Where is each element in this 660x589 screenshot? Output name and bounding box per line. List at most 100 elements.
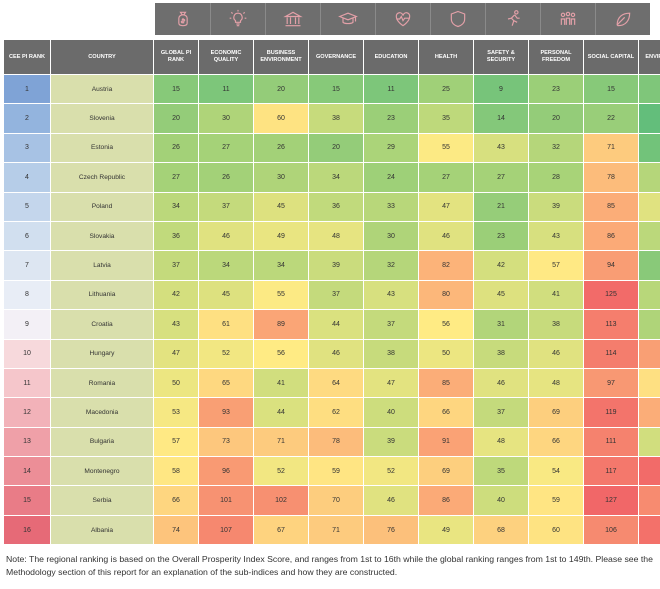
- value-cell: 46: [474, 368, 528, 398]
- heart-pulse-icon: [395, 12, 411, 27]
- value-cell: 46: [639, 192, 660, 221]
- cee-rank-cell: 1: [4, 75, 50, 104]
- value-cell: 125: [639, 457, 660, 486]
- government-building-icon: [283, 11, 303, 27]
- value-cell: 48: [474, 427, 528, 457]
- value-cell: 52: [199, 339, 253, 368]
- value-cell: 46: [199, 221, 253, 251]
- value-cell: 127: [584, 486, 638, 515]
- leaf-icon: [616, 12, 631, 27]
- value-cell: 105: [639, 486, 660, 515]
- value-cell: 78: [584, 163, 638, 192]
- icon-cell-environment: [595, 3, 650, 35]
- cee-rank-cell: 9: [4, 310, 50, 339]
- value-cell: 47: [419, 192, 473, 221]
- value-cell: 34: [199, 251, 253, 280]
- value-cell: 65: [199, 368, 253, 398]
- header-social-capital: SOCIAL CAPITAL: [584, 40, 638, 74]
- prosperity-ranking-table: CEE PI RANK COUNTRY GLOBAL PI RANK ECONO…: [3, 39, 660, 545]
- value-cell: 49: [254, 221, 308, 251]
- pillar-icon-band: [155, 3, 650, 35]
- icon-cell-governance: [265, 3, 320, 35]
- value-cell: 15: [584, 75, 638, 104]
- value-cell: 56: [419, 310, 473, 339]
- value-cell: 74: [154, 515, 198, 545]
- icon-cell-freedom: [485, 3, 540, 35]
- value-cell: 121: [639, 515, 660, 545]
- country-cell: Lithuania: [51, 280, 153, 310]
- value-cell: 31: [474, 310, 528, 339]
- value-cell: 38: [474, 339, 528, 368]
- money-bag-icon: [177, 11, 188, 27]
- value-cell: 59: [529, 486, 583, 515]
- cee-rank-cell: 13: [4, 427, 50, 457]
- value-cell: 78: [309, 427, 363, 457]
- value-cell: 37: [364, 310, 418, 339]
- icon-cell-safety: [430, 3, 485, 35]
- value-cell: 66: [154, 486, 198, 515]
- value-cell: 71: [254, 427, 308, 457]
- value-cell: 50: [419, 339, 473, 368]
- header-business-environment: BUSINESS ENVIRONMENT: [254, 40, 308, 74]
- table-row: 9Croatia436189443756313811330: [4, 310, 660, 339]
- value-cell: 60: [529, 515, 583, 545]
- value-cell: 11: [364, 75, 418, 104]
- value-cell: 57: [529, 251, 583, 280]
- icon-cell-business: [210, 3, 265, 35]
- country-cell: Albania: [51, 515, 153, 545]
- value-cell: 111: [584, 427, 638, 457]
- value-cell: 114: [584, 339, 638, 368]
- value-cell: 60: [254, 104, 308, 133]
- value-cell: 35: [419, 104, 473, 133]
- value-cell: 91: [419, 427, 473, 457]
- value-cell: 21: [474, 192, 528, 221]
- value-cell: 47: [154, 339, 198, 368]
- value-cell: 24: [364, 163, 418, 192]
- header-environment: ENVIRONMENT: [639, 40, 660, 74]
- value-cell: 66: [419, 398, 473, 427]
- value-cell: 102: [254, 486, 308, 515]
- table-row: 13Bulgaria577371783991486611141: [4, 427, 660, 457]
- value-cell: 55: [419, 133, 473, 163]
- value-cell: 40: [364, 398, 418, 427]
- cee-rank-cell: 6: [4, 221, 50, 251]
- value-cell: 125: [584, 280, 638, 310]
- value-cell: 106: [584, 515, 638, 545]
- country-cell: Estonia: [51, 133, 153, 163]
- value-cell: 46: [419, 221, 473, 251]
- value-cell: 52: [364, 457, 418, 486]
- country-cell: Austria: [51, 75, 153, 104]
- table-row: 7Latvia37343439328242579416: [4, 251, 660, 280]
- value-cell: 67: [254, 515, 308, 545]
- value-cell: 39: [309, 251, 363, 280]
- value-cell: 1: [639, 104, 660, 133]
- country-cell: Czech Republic: [51, 163, 153, 192]
- table-body: 1Austria15112015112592315122Slovenia2030…: [4, 75, 660, 545]
- value-cell: 27: [199, 133, 253, 163]
- value-cell: 73: [199, 427, 253, 457]
- value-cell: 23: [474, 221, 528, 251]
- value-cell: 41: [254, 368, 308, 398]
- value-cell: 69: [529, 398, 583, 427]
- value-cell: 45: [474, 280, 528, 310]
- value-cell: 45: [254, 192, 308, 221]
- header-country: COUNTRY: [51, 40, 153, 74]
- value-cell: 82: [419, 251, 473, 280]
- value-cell: 85: [419, 368, 473, 398]
- value-cell: 25: [419, 75, 473, 104]
- icon-cell-economic: [155, 3, 210, 35]
- value-cell: 52: [254, 457, 308, 486]
- header-health: HEALTH: [419, 40, 473, 74]
- value-cell: 55: [254, 280, 308, 310]
- value-cell: 97: [584, 368, 638, 398]
- value-cell: 86: [584, 221, 638, 251]
- value-cell: 30: [199, 104, 253, 133]
- value-cell: 71: [584, 133, 638, 163]
- value-cell: 50: [154, 368, 198, 398]
- cee-rank-cell: 4: [4, 163, 50, 192]
- value-cell: 69: [419, 457, 473, 486]
- value-cell: 20: [154, 104, 198, 133]
- table-row: 1Austria1511201511259231512: [4, 75, 660, 104]
- header-cee-pi-rank: CEE PI RANK: [4, 40, 50, 74]
- value-cell: 57: [154, 427, 198, 457]
